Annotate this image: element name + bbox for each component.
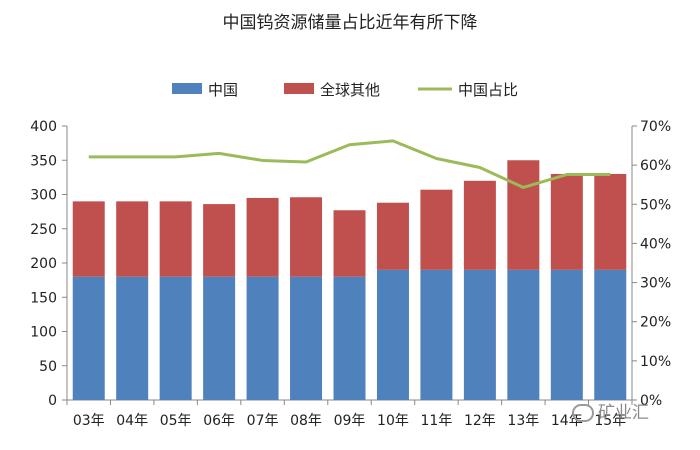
right-tick-label: 60%	[640, 158, 671, 174]
right-tick-label: 20%	[640, 315, 671, 331]
x-tick-label: 07年	[247, 413, 279, 429]
bar-china	[507, 269, 540, 400]
x-tick-label: 12年	[464, 413, 496, 429]
bar-china	[463, 269, 496, 400]
left-tick-label: 250	[30, 222, 57, 238]
bar-china	[290, 276, 323, 400]
left-tick-label: 150	[30, 290, 57, 306]
bar-rest-of-world	[550, 173, 583, 270]
bar-rest-of-world	[507, 160, 540, 270]
left-tick-label: 200	[30, 256, 57, 272]
bar-rest-of-world	[463, 180, 496, 270]
bar-china	[116, 276, 149, 400]
x-tick-label: 08年	[290, 413, 322, 429]
bar-rest-of-world	[246, 197, 279, 277]
right-tick-label: 50%	[640, 197, 671, 213]
left-tick-label: 350	[30, 153, 57, 169]
bar-china	[420, 269, 453, 400]
legend-label: 中国	[208, 81, 238, 99]
left-tick-label: 50	[39, 359, 57, 375]
right-tick-label: 30%	[640, 276, 671, 292]
left-tick-label: 100	[30, 325, 57, 341]
bar-rest-of-world	[290, 197, 323, 277]
bar-rest-of-world	[72, 201, 105, 277]
right-tick-label: 40%	[640, 236, 671, 252]
watermark-text: 矿业汇	[598, 403, 649, 423]
bar-china	[159, 276, 192, 400]
legend-label: 全球其他	[320, 81, 380, 99]
legend-label: 中国占比	[458, 81, 518, 99]
left-tick-label: 0	[48, 393, 57, 409]
wechat-icon	[572, 404, 594, 422]
x-tick-label: 10年	[377, 413, 409, 429]
bar-china	[333, 276, 366, 400]
bar-rest-of-world	[333, 210, 366, 277]
right-tick-label: 70%	[640, 119, 671, 135]
x-tick-label: 03年	[73, 413, 105, 429]
legend-swatch	[284, 83, 314, 94]
bar-rest-of-world	[159, 201, 192, 277]
bar-rest-of-world	[376, 202, 409, 270]
bars	[72, 160, 627, 400]
x-tick-label: 13年	[507, 413, 539, 429]
share-line	[88, 139, 611, 189]
bar-china	[246, 276, 279, 400]
legend-swatch	[172, 83, 202, 94]
bar-china	[376, 269, 409, 400]
bar-rest-of-world	[420, 189, 453, 270]
x-tick-label: 06年	[203, 413, 235, 429]
bar-rest-of-world	[594, 173, 627, 270]
left-tick-label: 400	[30, 119, 57, 135]
left-tick-label: 300	[30, 188, 57, 204]
right-tick-label: 10%	[640, 354, 671, 370]
x-tick-label: 11年	[421, 413, 453, 429]
x-tick-label: 15年	[594, 413, 626, 429]
share-line-path	[88, 139, 611, 189]
chart-title: 中国钨资源储量占比近年有所下降	[222, 13, 478, 33]
bar-china	[203, 276, 236, 400]
right-tick-label: 0%	[640, 393, 662, 409]
watermark: 矿业汇	[572, 398, 649, 423]
bar-rest-of-world	[203, 204, 236, 277]
legend: 中国 全球其他 中国占比	[172, 81, 518, 99]
bar-china	[550, 269, 583, 400]
bar-china	[594, 269, 627, 400]
x-tick-label: 09年	[334, 413, 366, 429]
x-tick-label: 04年	[116, 413, 148, 429]
x-tick-label: 05年	[160, 413, 192, 429]
bar-rest-of-world	[116, 201, 149, 277]
bar-china	[72, 276, 105, 400]
